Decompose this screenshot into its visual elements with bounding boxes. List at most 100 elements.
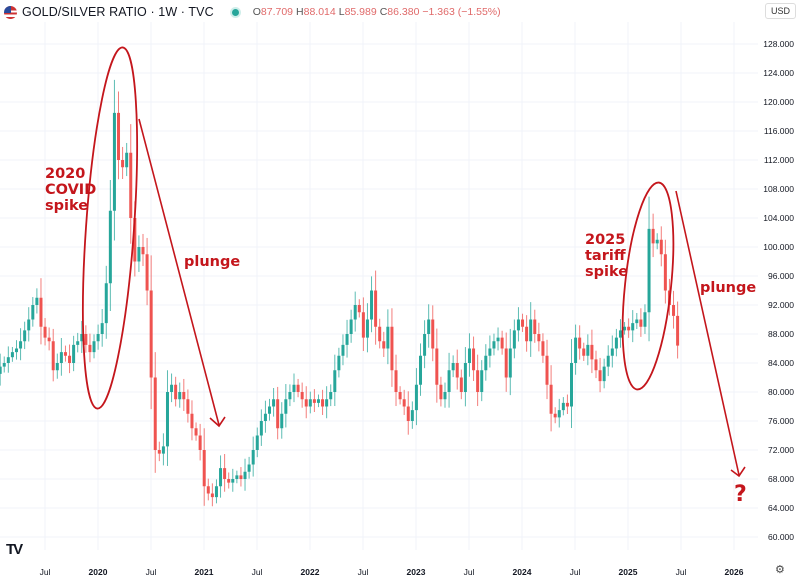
candle: [541, 333, 545, 363]
candle-body: [659, 239, 663, 255]
tariff-spike-ellipse: [621, 181, 675, 391]
candle-body: [492, 341, 496, 349]
y-tick-label: 120.000: [763, 97, 794, 107]
candle: [84, 325, 88, 353]
candle: [439, 376, 443, 407]
low-label: L: [338, 6, 345, 18]
candle-body: [618, 330, 622, 338]
candle: [512, 319, 516, 359]
candle-body: [129, 152, 133, 218]
tariff-plunge-arrow: [675, 190, 740, 476]
candle: [374, 270, 378, 345]
annotations: 2020 COVID spike plunge 2025 tariff spik…: [45, 46, 756, 507]
x-tick-label: 2022: [301, 567, 320, 577]
tariff-arrowhead: [730, 466, 746, 478]
candle-body: [455, 363, 459, 378]
covid-plunge-label: plunge: [184, 254, 240, 270]
symbol-title[interactable]: GOLD/SILVER RATIO · 1W · TVC: [22, 5, 214, 19]
candle: [296, 378, 300, 398]
high-label: H: [296, 6, 304, 18]
candle-body: [349, 319, 353, 334]
candle: [190, 400, 194, 441]
candle: [570, 339, 574, 429]
candle-body: [108, 210, 112, 284]
candle: [525, 315, 529, 352]
candle: [104, 265, 108, 339]
candle: [333, 354, 337, 407]
y-tick-label: 84.000: [768, 358, 794, 368]
candle: [610, 335, 614, 368]
candle: [304, 386, 308, 419]
candle: [2, 356, 6, 373]
candle-body: [606, 355, 610, 367]
candle-body: [157, 450, 161, 454]
covid-label-line1: 2020: [45, 166, 85, 182]
candle-body: [459, 377, 463, 392]
close-number: 86.380: [387, 6, 420, 18]
candle-body: [496, 337, 500, 342]
candle-body: [414, 384, 418, 411]
candle: [394, 354, 398, 407]
candle-body: [55, 363, 59, 371]
x-tick-label: 2023: [407, 567, 426, 577]
candle: [529, 302, 533, 357]
candle-body: [214, 486, 218, 498]
x-tick-label: 2026: [725, 567, 744, 577]
x-tick-label: 2025: [619, 567, 638, 577]
candle-body: [382, 341, 386, 349]
candle-body: [435, 348, 439, 385]
candle: [419, 343, 423, 396]
candle: [345, 319, 349, 358]
candle-body: [467, 348, 471, 363]
candle-body: [288, 392, 292, 400]
candle: [251, 436, 255, 477]
candle: [227, 472, 231, 489]
candle: [590, 329, 594, 374]
candle-body: [243, 471, 247, 479]
candle: [398, 386, 402, 405]
candle: [31, 297, 35, 327]
candle-body: [149, 290, 153, 378]
candle: [312, 389, 316, 413]
candle-body: [153, 377, 157, 450]
candle: [141, 233, 145, 266]
candle-body: [284, 399, 288, 414]
candle-body: [161, 446, 165, 454]
candle-body: [623, 326, 627, 331]
x-tick-label: Jul: [358, 567, 369, 577]
candle-body: [268, 406, 272, 414]
currency-button[interactable]: USD: [764, 3, 796, 19]
low-value: L85.989: [339, 6, 377, 18]
candle-body: [553, 413, 557, 418]
candle: [378, 318, 382, 349]
y-tick-label: 124.000: [763, 68, 794, 78]
candle-body: [512, 330, 516, 349]
candle-body: [361, 312, 365, 338]
candle-body: [423, 334, 427, 356]
y-axis[interactable]: 60.000 64.000 68.000 72.000 76.000 80.000 84.0…: [763, 39, 794, 542]
candle-body: [529, 319, 533, 342]
tradingview-logo[interactable]: TV: [6, 541, 23, 558]
candle: [549, 365, 553, 432]
candle: [72, 335, 76, 372]
x-axis[interactable]: Jul 2020 Jul 2021 Jul 2022 Jul 2023 Jul 2024 Jul 20…: [40, 567, 744, 577]
candle: [631, 310, 635, 343]
candle-body: [643, 312, 647, 327]
candle-body: [378, 326, 382, 342]
market-status-icon[interactable]: [231, 8, 239, 16]
candle: [504, 332, 508, 392]
candle-body: [304, 399, 308, 407]
candle: [23, 321, 27, 350]
candle: [316, 394, 320, 408]
candle-body: [133, 218, 137, 262]
candle: [500, 330, 504, 355]
gear-icon[interactable]: ⚙: [775, 564, 785, 576]
tariff-plunge-label: plunge: [700, 280, 756, 296]
candle-body: [663, 254, 667, 291]
candle: [386, 309, 390, 365]
candle: [467, 333, 471, 377]
candle: [47, 327, 51, 351]
candle: [210, 483, 214, 507]
candle-body: [117, 112, 121, 160]
